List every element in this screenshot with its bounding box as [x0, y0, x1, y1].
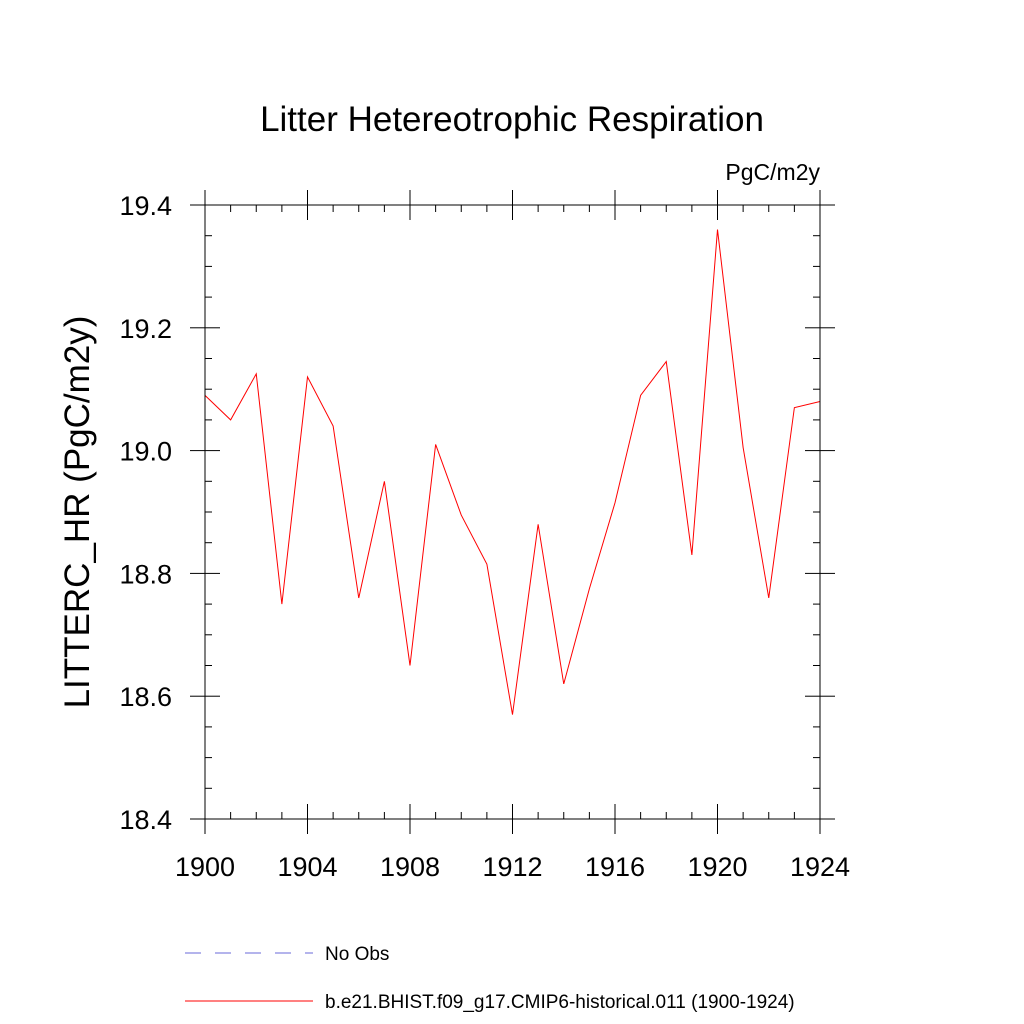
legend-label-historical: b.e21.BHIST.f09_g17.CMIP6-historical.011… — [325, 992, 795, 1013]
x-tick-labels: 1900 1904 1908 1912 1916 1920 1924 — [175, 852, 850, 882]
y-tick-label: 18.8 — [119, 559, 172, 589]
x-tick-label: 1908 — [380, 852, 440, 882]
legend-label-no-obs: No Obs — [325, 944, 389, 965]
y-tick-label: 18.6 — [119, 682, 172, 712]
y-tick-label: 19.2 — [119, 314, 172, 344]
y-tick-label: 19.0 — [119, 437, 172, 467]
series-layer — [204, 229, 821, 715]
x-ticks — [204, 190, 821, 834]
y-tick-labels: 18.4 18.6 18.8 19.0 19.2 19.4 — [119, 191, 172, 835]
x-tick-label: 1924 — [790, 852, 850, 882]
chart-title: Litter Hetereotrophic Respiration — [260, 100, 764, 139]
x-tick-label: 1916 — [585, 852, 645, 882]
y-ticks — [190, 204, 835, 820]
y-tick-label: 19.4 — [119, 191, 172, 221]
y-tick-label: 18.4 — [119, 805, 172, 835]
y-axis-label: LITTERC_HR (PgC/m2y) — [58, 316, 97, 709]
plot-frame — [204, 204, 821, 820]
x-tick-label: 1920 — [687, 852, 747, 882]
legend: No Obs b.e21.BHIST.f09_g17.CMIP6-histori… — [185, 944, 795, 1013]
x-tick-label: 1912 — [482, 852, 542, 882]
units-label: PgC/m2y — [725, 159, 820, 185]
series-line-historical — [204, 229, 821, 715]
x-tick-label: 1900 — [175, 852, 235, 882]
x-tick-label: 1904 — [277, 852, 337, 882]
